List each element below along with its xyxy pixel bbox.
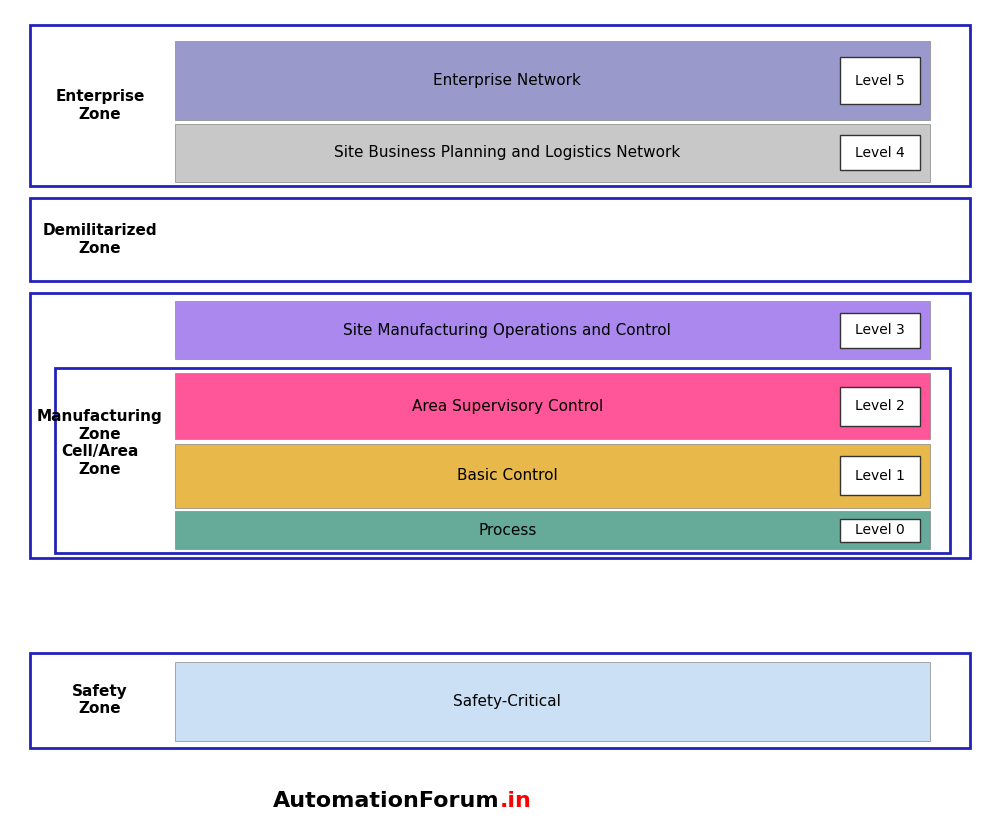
Text: Site Manufacturing Operations and Control: Site Manufacturing Operations and Contro… (343, 323, 671, 338)
FancyBboxPatch shape (55, 368, 950, 553)
Text: Enterprise Network: Enterprise Network (433, 73, 581, 88)
FancyBboxPatch shape (175, 444, 930, 508)
FancyBboxPatch shape (175, 662, 930, 741)
Text: Process: Process (478, 523, 536, 538)
Text: Level 1: Level 1 (855, 469, 905, 482)
Text: Level 4: Level 4 (855, 146, 905, 159)
Text: Level 5: Level 5 (855, 74, 905, 88)
FancyBboxPatch shape (30, 293, 970, 558)
Text: Safety
Zone: Safety Zone (72, 684, 128, 716)
FancyBboxPatch shape (30, 653, 970, 748)
Text: Enterprise
Zone: Enterprise Zone (55, 89, 145, 121)
FancyBboxPatch shape (30, 198, 970, 281)
Text: Level 3: Level 3 (855, 324, 905, 337)
Text: Level 2: Level 2 (855, 400, 905, 413)
FancyBboxPatch shape (840, 457, 920, 495)
FancyBboxPatch shape (840, 387, 920, 426)
FancyBboxPatch shape (840, 313, 920, 348)
FancyBboxPatch shape (175, 373, 930, 439)
Text: Level 0: Level 0 (855, 524, 905, 537)
FancyBboxPatch shape (840, 519, 920, 542)
Text: Manufacturing
Zone: Manufacturing Zone (37, 409, 163, 442)
Text: Area Supervisory Control: Area Supervisory Control (412, 399, 603, 414)
Text: Basic Control: Basic Control (457, 468, 558, 483)
FancyBboxPatch shape (175, 301, 930, 359)
Text: AutomationForum: AutomationForum (273, 791, 500, 811)
FancyBboxPatch shape (30, 25, 970, 186)
Text: Cell/Area
Zone: Cell/Area Zone (61, 444, 139, 477)
Text: Demilitarized
Zone: Demilitarized Zone (43, 223, 157, 256)
FancyBboxPatch shape (840, 57, 920, 104)
FancyBboxPatch shape (840, 135, 920, 170)
FancyBboxPatch shape (175, 511, 930, 549)
Text: Site Business Planning and Logistics Network: Site Business Planning and Logistics Net… (334, 145, 680, 160)
FancyBboxPatch shape (175, 41, 930, 120)
Text: Safety-Critical: Safety-Critical (453, 694, 561, 710)
Text: .in: .in (500, 791, 532, 811)
FancyBboxPatch shape (175, 124, 930, 182)
